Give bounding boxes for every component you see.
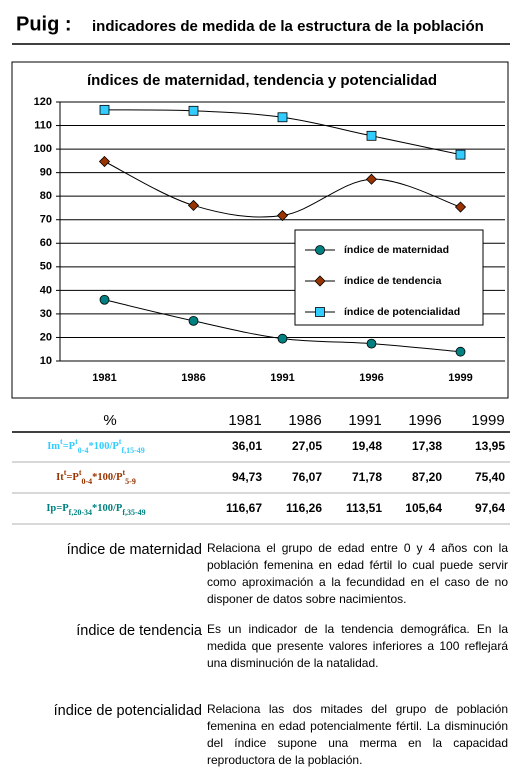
plot: 10 20 30 40 50 60 70 80 90 100 110 120 1981 1986 1991 1… xyxy=(34,96,505,384)
formula-part: Ip=P xyxy=(46,503,69,514)
description: Es un indicador de la tendencia demográf… xyxy=(207,622,508,670)
table-cell: 17,38 xyxy=(412,439,442,453)
formula-part: f,20-34 xyxy=(69,508,92,517)
table-header: 1996 xyxy=(408,412,441,429)
marker xyxy=(277,333,288,344)
marker xyxy=(188,315,199,326)
term: índice de maternidad xyxy=(66,542,202,558)
table-header: 1981 xyxy=(228,412,261,429)
table-cell: 113,51 xyxy=(346,501,382,515)
legend-label: índice de maternidad xyxy=(344,244,449,256)
row-formula: Itt=Pt0-4*100/Pt5-9 xyxy=(56,468,136,486)
table-header: % xyxy=(103,412,116,429)
y-tick-label: 30 xyxy=(40,308,52,320)
y-tick-label: 40 xyxy=(40,284,52,296)
marker xyxy=(454,201,467,213)
row-formula: Imt=Pt0-4*100/Ptf,15-49 xyxy=(47,437,145,455)
legend-label: índice de potencialidad xyxy=(344,306,460,318)
legend-marker xyxy=(315,245,325,255)
table: % 1981 1986 1991 1996 1999Imt=Pt0-4*100/Ptf,1… xyxy=(12,412,510,525)
formula-part: t xyxy=(79,468,82,477)
formula-part: =P xyxy=(66,472,79,483)
table-cell: 116,67 xyxy=(226,501,262,515)
table-cell: 87,20 xyxy=(412,470,442,484)
marker xyxy=(366,338,377,349)
legend-marker xyxy=(315,307,325,317)
chart-title: índices de maternidad, tendencia y poten… xyxy=(87,72,437,89)
marker xyxy=(455,346,466,357)
x-tick-label: 1981 xyxy=(92,372,116,384)
table-cell: 76,07 xyxy=(292,470,322,484)
marker xyxy=(99,104,110,115)
formula-part: t xyxy=(60,437,63,446)
marker xyxy=(276,209,289,222)
marker xyxy=(187,199,200,212)
legend-box xyxy=(294,229,484,326)
marker xyxy=(455,149,466,160)
term: índice de potencialidad xyxy=(53,703,202,719)
table-cell: 94,73 xyxy=(232,470,262,484)
formula-part: Im xyxy=(47,441,60,452)
x-tick-label: 1991 xyxy=(270,372,294,384)
description: Relaciona las dos mitades del grupo de p… xyxy=(207,702,508,767)
formula-part: t xyxy=(123,468,126,477)
legend-label: índice de tendencia xyxy=(344,275,442,287)
formula-part: *100/P xyxy=(92,503,123,514)
y-tick-label: 100 xyxy=(34,143,52,155)
x-tick-label: 1996 xyxy=(359,372,383,384)
y-tick-label: 10 xyxy=(40,355,52,367)
table-cell: 27,05 xyxy=(292,439,322,453)
table-cell: 105,64 xyxy=(405,501,442,515)
formula-part: f,15-49 xyxy=(121,446,144,455)
table-cell: 75,40 xyxy=(475,470,505,484)
table-header: 1991 xyxy=(348,412,381,429)
x-tick-label: 1986 xyxy=(181,372,205,384)
table-cell: 13,95 xyxy=(475,439,505,453)
formula-part: t xyxy=(64,468,67,477)
y-tick-label: 60 xyxy=(40,237,52,249)
formula-part: *100/P xyxy=(92,472,123,483)
table-cell: 36,01 xyxy=(232,439,262,453)
formula-part: t xyxy=(75,437,78,446)
y-tick-label: 90 xyxy=(40,167,52,179)
marker xyxy=(188,105,199,116)
y-tick-label: 80 xyxy=(40,190,52,202)
formula-part: *100/P xyxy=(88,441,119,452)
table-cell: 116,26 xyxy=(286,501,322,515)
row-formula: Ip=Pf,20-34*100/Pf,35-49 xyxy=(46,503,145,517)
formula-part: f,35-49 xyxy=(122,508,145,517)
table-cell: 71,78 xyxy=(352,470,382,484)
legend-marker xyxy=(314,275,326,287)
table-cell: 19,48 xyxy=(352,439,382,453)
marker xyxy=(366,130,377,141)
table-cell: 97,64 xyxy=(475,501,505,515)
marker xyxy=(365,173,378,185)
formula-part: 0-4 xyxy=(81,477,92,486)
formula-part: 0-4 xyxy=(78,446,89,455)
x-tick-label: 1999 xyxy=(448,372,472,384)
table-header: 1999 xyxy=(471,412,504,429)
y-tick-label: 50 xyxy=(40,261,52,273)
place: Puig : xyxy=(16,13,72,35)
marker xyxy=(99,294,110,305)
y-tick-label: 70 xyxy=(40,214,52,226)
description: Relaciona el grupo de edad entre 0 y 4 a… xyxy=(207,541,508,606)
y-tick-label: 110 xyxy=(34,119,52,131)
formula-part: =P xyxy=(63,441,76,452)
formula-part: t xyxy=(119,437,122,446)
y-tick-label: 20 xyxy=(40,331,52,343)
y-tick-label: 120 xyxy=(34,96,52,108)
marker xyxy=(277,112,288,123)
formula-part: 5-9 xyxy=(125,477,136,486)
formula-part: It xyxy=(56,472,64,483)
table-header: 1986 xyxy=(288,412,321,429)
marker xyxy=(98,155,111,168)
page-title: indicadores de medida de la estructura d… xyxy=(92,18,484,35)
term: índice de tendencia xyxy=(76,623,202,639)
chart-and-table: Puig : indicadores de medida de la estru… xyxy=(11,13,510,525)
